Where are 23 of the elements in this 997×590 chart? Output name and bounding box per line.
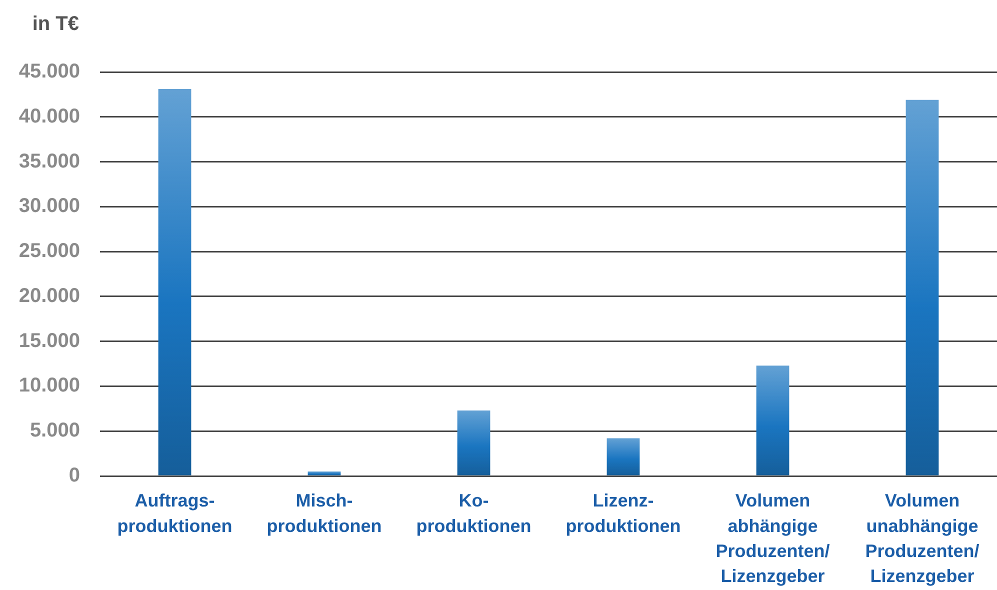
y-tick-label: 5.000: [30, 420, 80, 442]
y-tick-label: 25.000: [18, 240, 80, 262]
y-tick-label: 10.000: [18, 374, 80, 397]
bar: [606, 438, 640, 476]
y-tick-label: 20.000: [18, 284, 80, 307]
y-tick-label: 0: [68, 464, 80, 487]
y-tick-label: 45.000: [18, 60, 80, 83]
x-tick-label: Ko- produktionen: [416, 490, 532, 536]
y-tick-label: 15.000: [18, 330, 80, 352]
y-tick-label: 30.000: [18, 195, 80, 218]
x-tick-label: Auftrags- produktionen: [117, 490, 232, 536]
y-tick-label: 35.000: [18, 150, 80, 172]
bar: [906, 100, 939, 476]
y-tick-label: 40.000: [18, 105, 80, 128]
x-tick-label: Volumen unabhängige Produzenten/ Lizenzgeber: [865, 490, 980, 586]
x-tick-label: Misch- produktionen: [266, 490, 382, 536]
y-axis-title: in T€: [32, 12, 79, 36]
bar: [308, 472, 341, 476]
x-tick-label: Volumen abhängige Produzenten/ Lizenzgeber: [716, 490, 830, 586]
x-tick-label: Lizenz- produktionen: [566, 490, 681, 536]
bar: [457, 410, 490, 476]
bar: [158, 89, 192, 476]
bar: [756, 366, 790, 476]
